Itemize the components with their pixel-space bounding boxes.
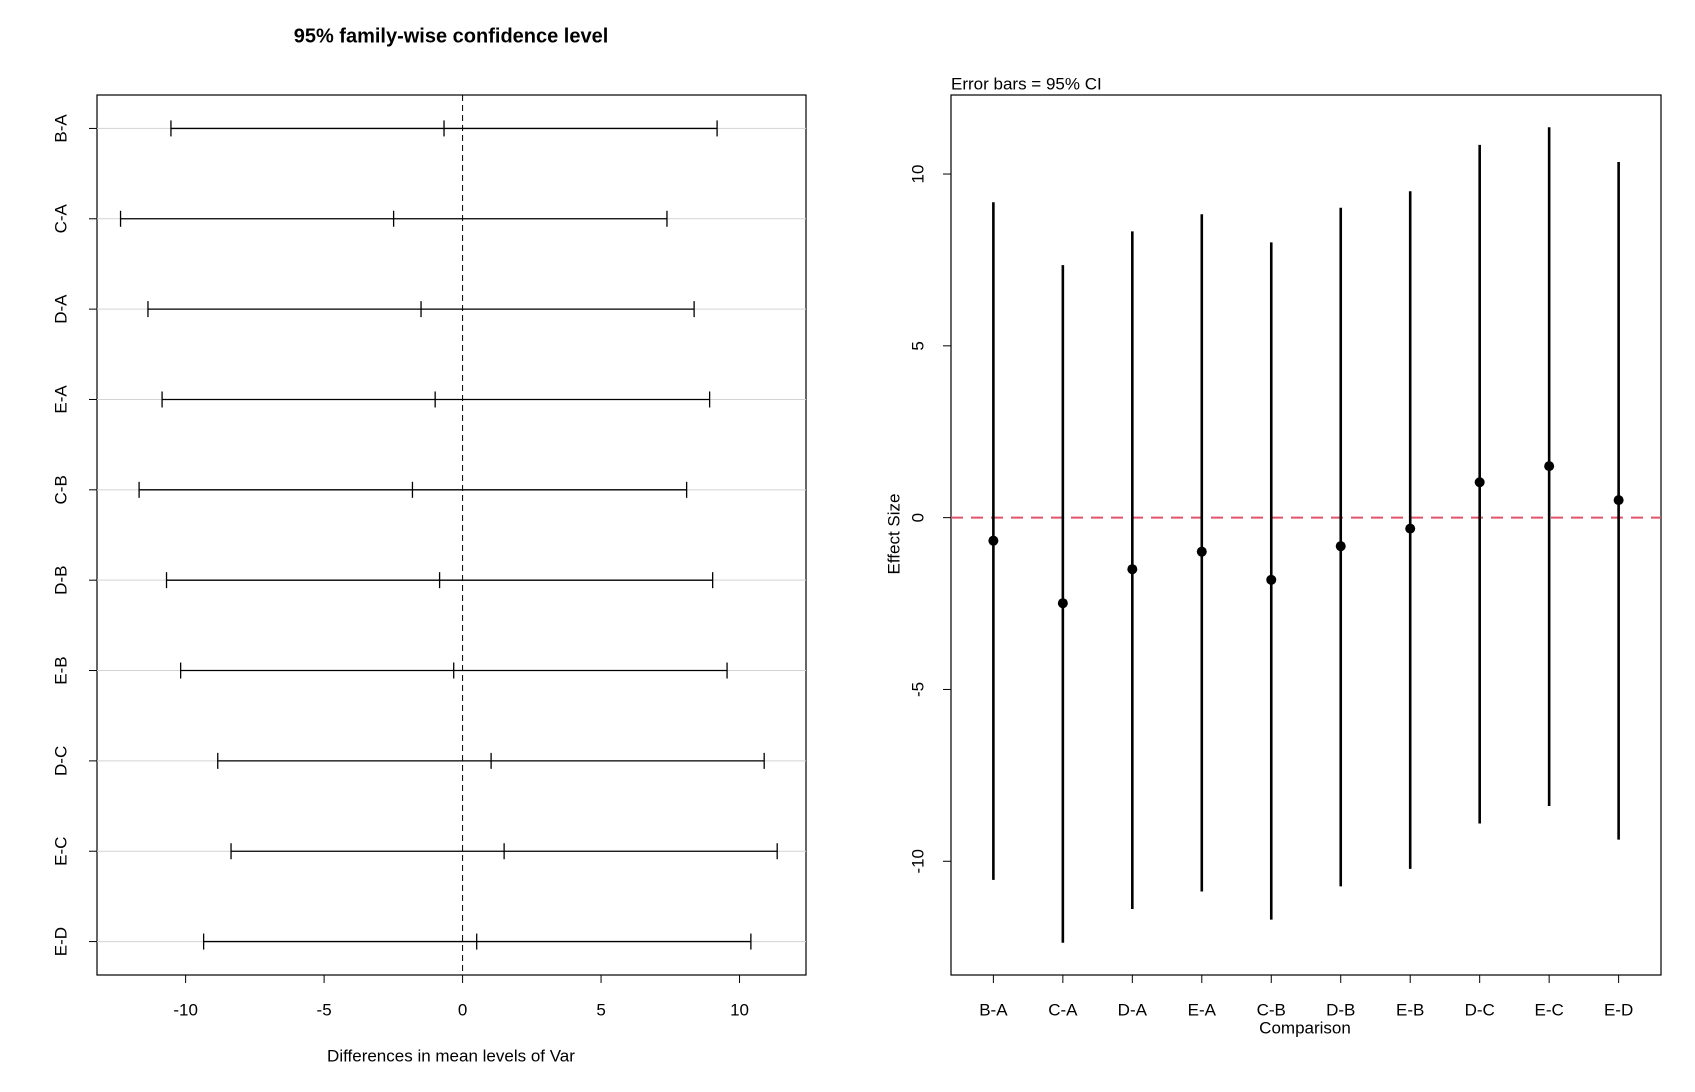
y-tick-label: D-A (51, 294, 70, 324)
y-tick-label: E-D (51, 927, 70, 956)
y-tick-label: D-B (51, 566, 70, 595)
y-tick-label: E-C (51, 837, 70, 866)
x-tick-label: E-D (1604, 1000, 1633, 1019)
point (1127, 564, 1138, 575)
x-tick-label: D-C (1465, 1000, 1495, 1019)
point (1196, 546, 1207, 557)
x-axis-label: Comparison (1259, 1018, 1351, 1037)
x-tick-label: B-A (979, 1000, 1008, 1019)
x-tick-label: 10 (730, 1000, 749, 1019)
y-axis-label: Effect Size (884, 494, 903, 575)
y-tick-label: B-A (51, 114, 70, 143)
x-tick-label: E-A (1188, 1000, 1217, 1019)
y-tick-label: -10 (908, 849, 927, 874)
x-tick-label: E-C (1535, 1000, 1564, 1019)
x-tick-label: -10 (173, 1000, 198, 1019)
point (1544, 461, 1555, 472)
y-tick-label: E-B (51, 656, 70, 684)
y-tick-label: C-A (51, 203, 70, 233)
x-tick-label: D-B (1326, 1000, 1355, 1019)
point (1335, 541, 1346, 552)
x-axis-label: Differences in mean levels of Var (327, 1046, 575, 1065)
chart-title: 95% family-wise confidence level (294, 25, 609, 47)
x-tick-label: E-B (1396, 1000, 1424, 1019)
y-tick-label: -5 (908, 682, 927, 697)
y-tick-label: E-A (51, 385, 70, 414)
point (1266, 574, 1277, 585)
x-tick-label: D-A (1118, 1000, 1148, 1019)
x-tick-label: C-A (1048, 1000, 1078, 1019)
x-tick-label: 0 (458, 1000, 467, 1019)
point (1057, 598, 1068, 609)
y-tick-label: 5 (908, 341, 927, 350)
point (988, 535, 999, 546)
point (1405, 523, 1416, 534)
y-tick-label: D-C (51, 746, 70, 776)
plot-frame (950, 94, 1662, 976)
chart-subtitle: Error bars = 95% CI (951, 74, 1102, 93)
x-tick-label: -5 (317, 1000, 332, 1019)
point (1613, 495, 1624, 506)
x-tick-label: C-B (1257, 1000, 1286, 1019)
y-tick-label: 0 (908, 513, 927, 522)
y-tick-label: C-B (51, 475, 70, 504)
point (1474, 477, 1485, 488)
y-tick-label: 10 (908, 165, 927, 184)
plot-frame (96, 94, 807, 976)
x-tick-label: 5 (596, 1000, 605, 1019)
